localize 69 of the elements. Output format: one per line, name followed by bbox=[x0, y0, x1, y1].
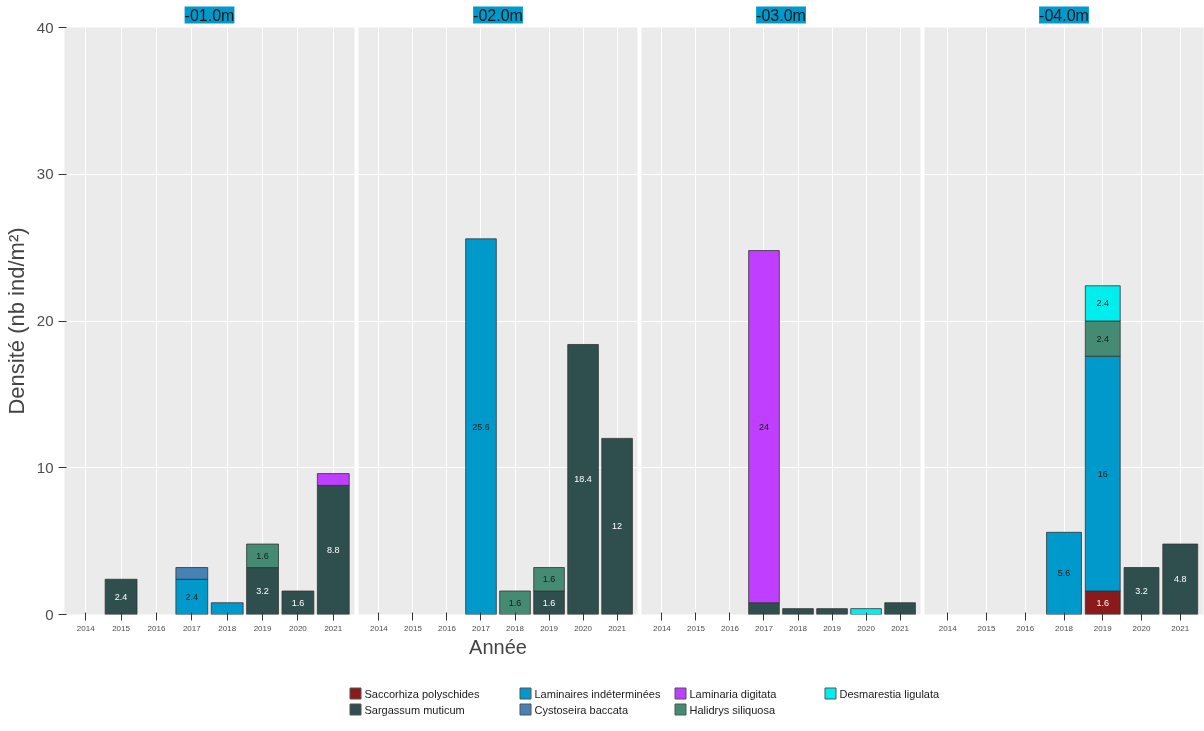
x-tick-label: 2016 bbox=[721, 623, 740, 633]
x-tick-label: 2019 bbox=[823, 623, 842, 633]
y-tick-label: 40 bbox=[36, 18, 54, 36]
x-tick-label: 2017 bbox=[472, 623, 491, 633]
data-label: 1.6 bbox=[542, 597, 556, 608]
x-tick-label: 2019 bbox=[1093, 623, 1113, 633]
data-label: 2.4 bbox=[1096, 298, 1110, 309]
x-tick-label: 2015 bbox=[404, 623, 423, 633]
chart-title: -03.0m bbox=[756, 6, 806, 24]
x-tick-label: 2020 bbox=[574, 623, 593, 633]
data-label: 18.4 bbox=[574, 474, 592, 485]
x-tick-label: 2021 bbox=[608, 623, 627, 633]
data-label: 1.6 bbox=[508, 597, 522, 608]
x-tick-label: 2021 bbox=[1171, 623, 1190, 633]
data-label: 1.6 bbox=[291, 597, 305, 608]
data-label: 12 bbox=[612, 521, 623, 532]
data-label: 4.8 bbox=[1173, 574, 1187, 585]
legend-label: Laminaria digitata bbox=[689, 687, 778, 700]
data-label: 25.6 bbox=[472, 421, 490, 432]
legend-label: Halidrys siliquosa bbox=[689, 703, 776, 716]
data-label: 8.8 bbox=[327, 544, 340, 555]
x-tick-label: 2020 bbox=[857, 623, 876, 633]
x-tick-label: 2018 bbox=[506, 623, 525, 633]
x-tick-label: 2019 bbox=[540, 623, 559, 633]
legend-label: Saccorhiza polyschides bbox=[364, 687, 480, 700]
x-tick-label: 2021 bbox=[324, 623, 343, 633]
x-tick-label: 2014 bbox=[370, 623, 389, 633]
x-tick-label: 2018 bbox=[218, 623, 237, 633]
y-tick-label: 0 bbox=[45, 605, 54, 623]
x-tick-label: 2017 bbox=[755, 623, 774, 633]
x-tick-label: 2015 bbox=[687, 623, 706, 633]
x-tick-label: 2020 bbox=[1132, 623, 1151, 633]
x-tick-label: 2020 bbox=[289, 623, 308, 633]
y-tick-label: 30 bbox=[36, 165, 54, 183]
x-tick-label: 2015 bbox=[112, 623, 131, 633]
data-label: 2.4 bbox=[114, 591, 128, 602]
y-tick-label: 10 bbox=[36, 458, 54, 476]
data-label: 3.2 bbox=[256, 586, 269, 597]
y-tick-label: 20 bbox=[36, 312, 54, 329]
data-label: 5.6 bbox=[1057, 568, 1071, 579]
x-tick-label: 2016 bbox=[147, 623, 166, 633]
data-label: 16 bbox=[1097, 468, 1108, 479]
chart-title: -01.0m bbox=[184, 6, 235, 24]
data-label: 2.4 bbox=[185, 591, 199, 602]
data-label: 2.4 bbox=[1096, 333, 1110, 344]
x-tick-label: 2014 bbox=[76, 623, 96, 633]
chart-title: -04.0m bbox=[1039, 6, 1089, 24]
data-label: 1.6 bbox=[1096, 597, 1110, 608]
x-tick-label: 2019 bbox=[253, 623, 272, 633]
legend-label: Sargassum muticum bbox=[364, 703, 465, 716]
x-tick-label: 2016 bbox=[1016, 623, 1035, 633]
y-axis-title: Densité (nb ind/m²) bbox=[3, 227, 29, 415]
x-tick-label: 2015 bbox=[977, 623, 996, 633]
x-axis-title: Année bbox=[469, 635, 527, 658]
legend-label: Desmarestia ligulata bbox=[839, 687, 941, 700]
x-tick-label: 2014 bbox=[653, 623, 672, 633]
data-label: 3.2 bbox=[1135, 586, 1148, 597]
chart-title: -02.0m bbox=[473, 6, 523, 24]
x-tick-label: 2021 bbox=[891, 623, 910, 633]
x-tick-label: 2014 bbox=[938, 623, 958, 633]
x-tick-label: 2018 bbox=[1055, 623, 1074, 633]
x-tick-label: 2017 bbox=[182, 623, 202, 633]
data-label: 1.6 bbox=[256, 550, 269, 561]
data-label: 24 bbox=[758, 421, 769, 432]
legend-label: Cystoseira baccata bbox=[534, 703, 629, 716]
data-label: 1.6 bbox=[542, 574, 556, 585]
x-tick-label: 2016 bbox=[438, 623, 457, 633]
legend-label: Laminaires indéterminées bbox=[534, 687, 661, 700]
x-tick-label: 2018 bbox=[789, 623, 808, 633]
